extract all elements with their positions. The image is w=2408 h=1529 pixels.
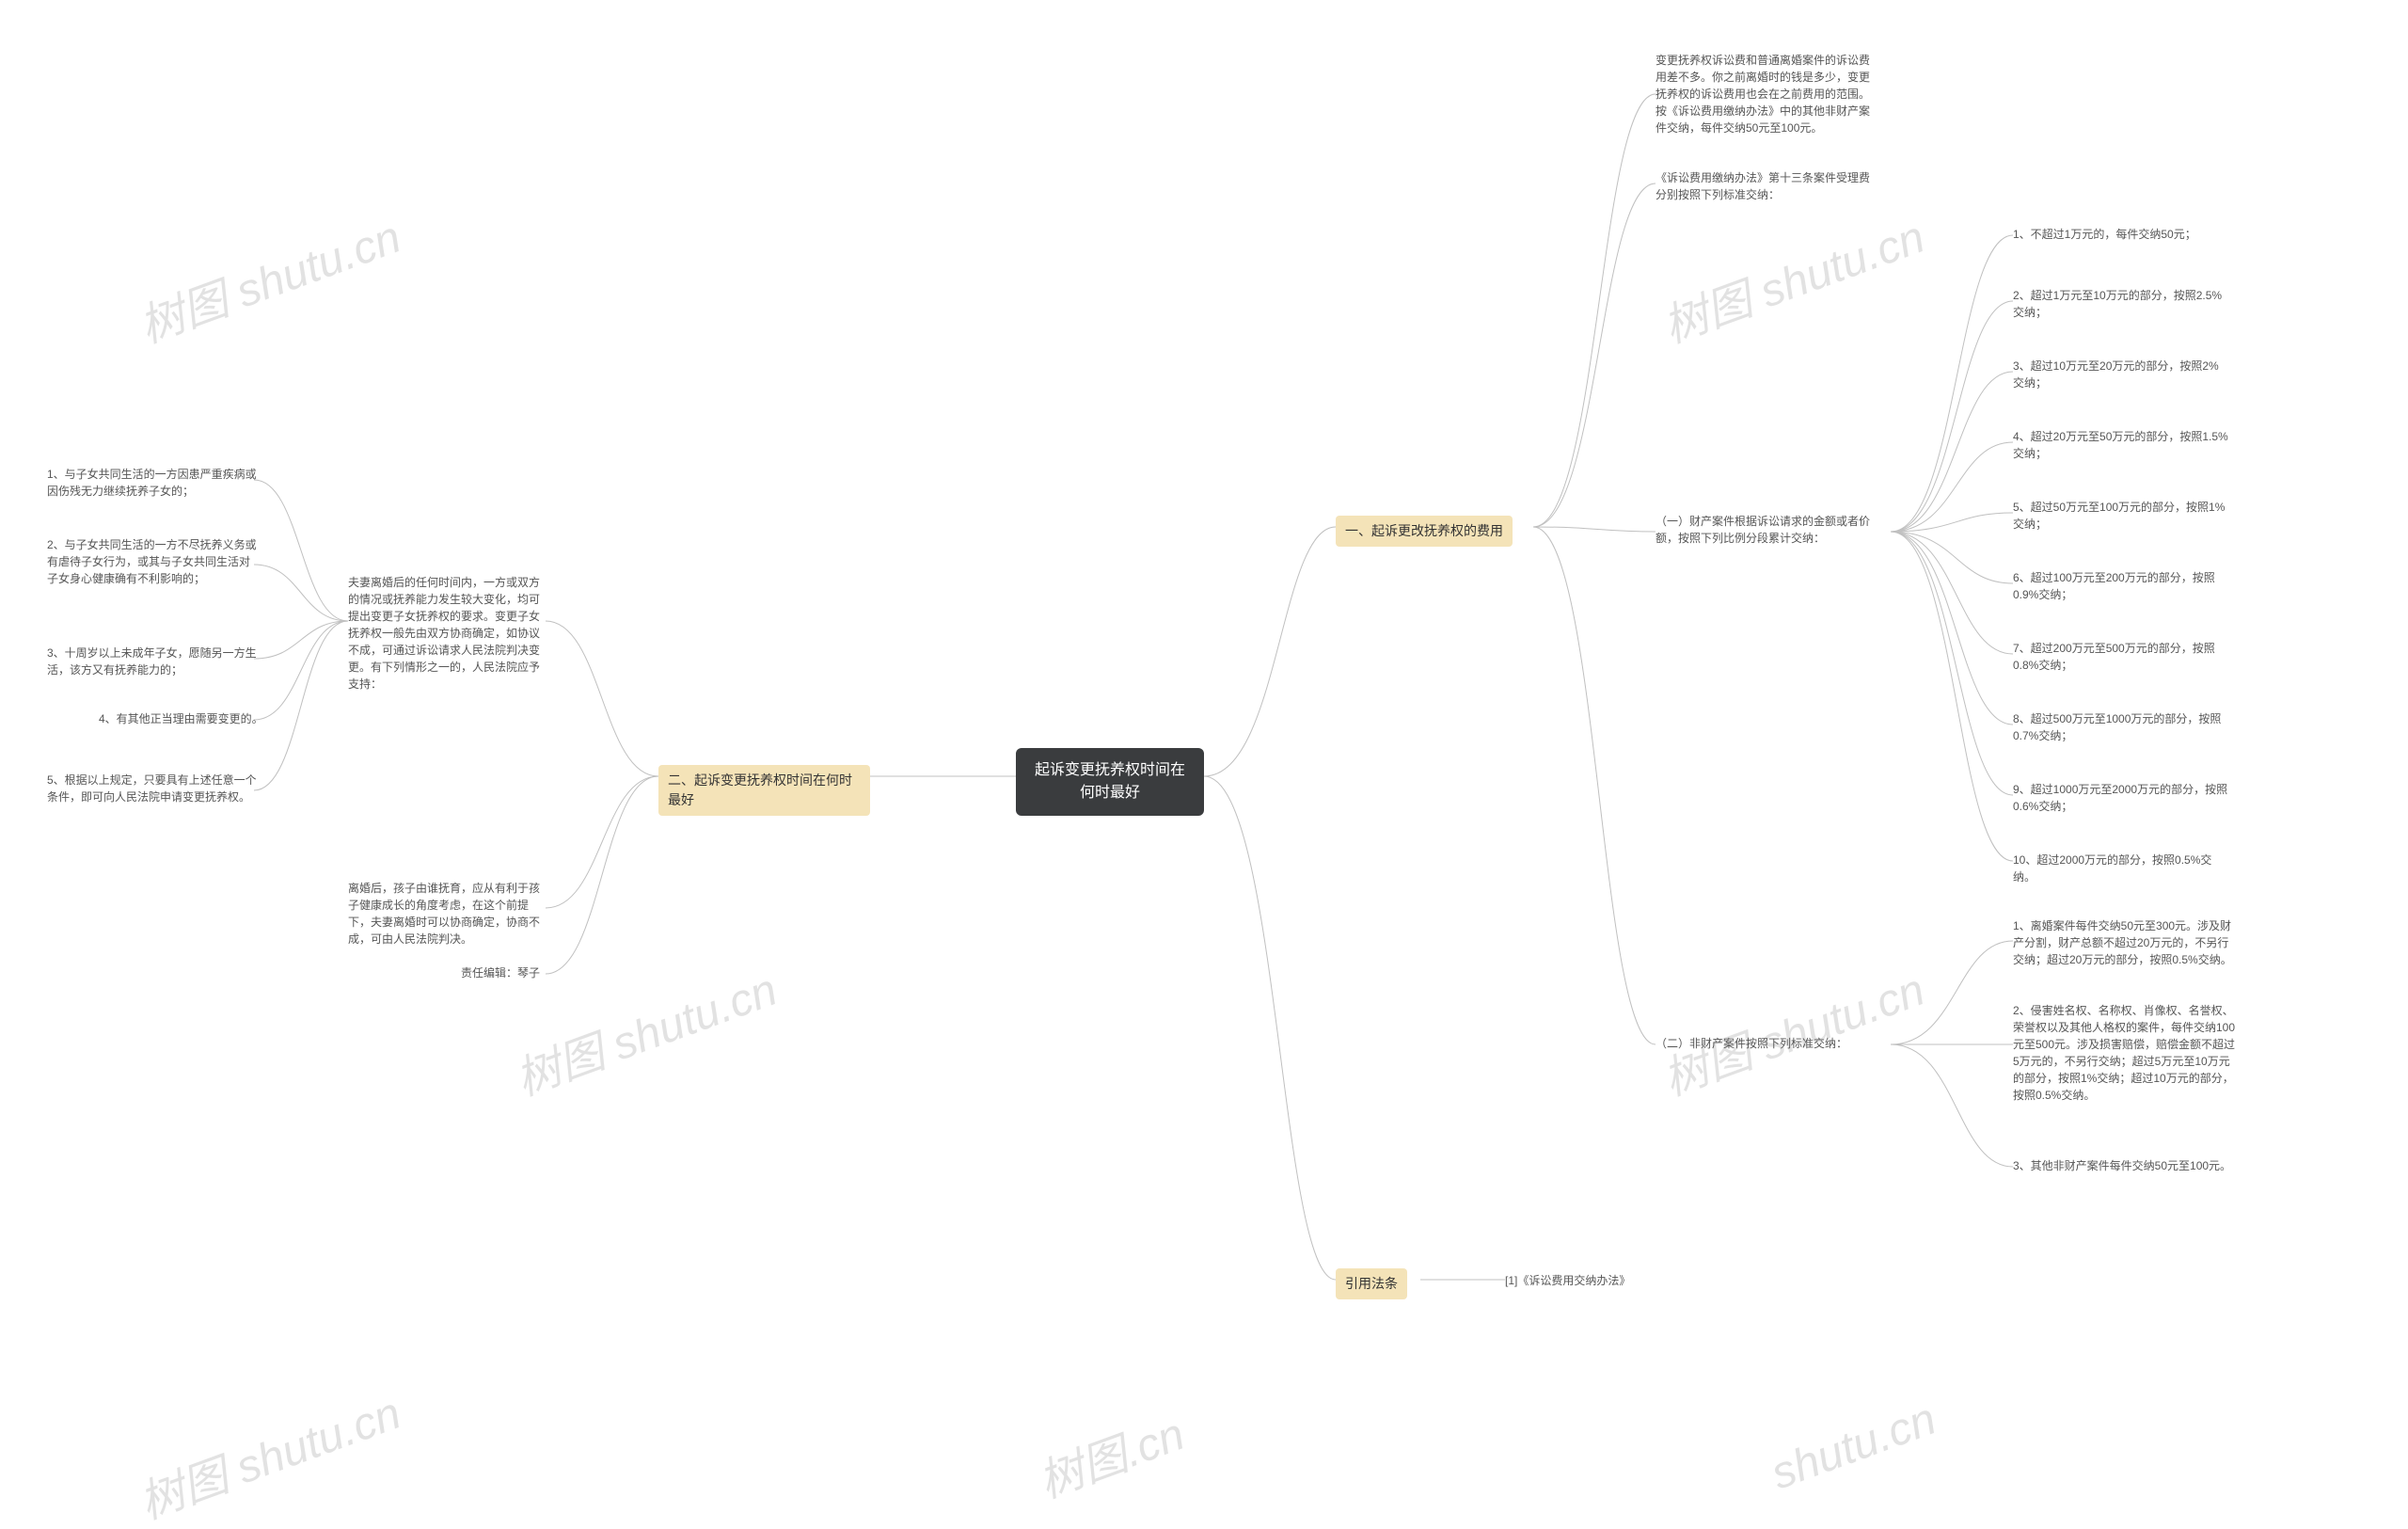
when-item: 3、十周岁以上未成年子女，愿随另一方生活，该方又有抚养能力的； — [47, 645, 259, 678]
watermark: 树图 shutu.cn — [1653, 952, 1932, 1107]
fee-item: 3、超过10万元至20万元的部分，按照2%交纳； — [2013, 358, 2229, 391]
watermark: 树图 shutu.cn — [505, 952, 784, 1107]
watermark: shutu.cn — [1765, 1394, 1942, 1501]
when-item: 1、与子女共同生活的一方因患严重疾病或因伤残无力继续抚养子女的； — [47, 466, 259, 500]
branch-when-best[interactable]: 二、起诉变更抚养权时间在何时最好 — [658, 765, 870, 816]
fee-note1: 变更抚养权诉讼费和普通离婚案件的诉讼费用差不多。你之前离婚时的钱是多少，变更抚养… — [1656, 52, 1877, 136]
law-reference-item: [1]《诉讼费用交纳办法》 — [1505, 1272, 1630, 1289]
fee-item: 1、不超过1万元的，每件交纳50元； — [2013, 226, 2196, 243]
when-item: 5、根据以上规定，只要具有上述任意一个条件，即可向人民法院申请变更抚养权。 — [47, 772, 259, 805]
when-item: 2、与子女共同生活的一方不尽抚养义务或有虐待子女行为，或其与子女共同生活对子女身… — [47, 536, 259, 587]
fee-item: 2、超过1万元至10万元的部分，按照2.5%交纳； — [2013, 287, 2229, 321]
editor: 责任编辑：琴子 — [461, 964, 540, 981]
watermark: 树图 shutu.cn — [1653, 199, 1932, 355]
nonproperty-item: 3、其他非财产案件每件交纳50元至100元。 — [2013, 1157, 2231, 1174]
fee-item: 6、超过100万元至200万元的部分，按照0.9%交纳； — [2013, 569, 2229, 603]
fee-sub1: （一）财产案件根据诉讼请求的金额或者价额，按照下列比例分段累计交纳： — [1656, 513, 1891, 547]
fee-item: 8、超过500万元至1000万元的部分，按照0.7%交纳； — [2013, 710, 2229, 744]
watermark: 树图 shutu.cn — [129, 1376, 408, 1529]
watermark: 树图 shutu.cn — [129, 199, 408, 355]
nonproperty-item: 2、侵害姓名权、名称权、肖像权、名誉权、荣誉权以及其他人格权的案件，每件交纳10… — [2013, 1002, 2239, 1104]
fee-note2: 《诉讼费用缴纳办法》第十三条案件受理费分别按照下列标准交纳： — [1656, 169, 1877, 203]
branch-fee[interactable]: 一、起诉更改抚养权的费用 — [1336, 516, 1513, 547]
when-note2: 离婚后，孩子由谁抚育，应从有利于孩子健康成长的角度考虑，在这个前提下，夫妻离婚时… — [348, 880, 550, 948]
fee-item: 10、超过2000万元的部分，按照0.5%交纳。 — [2013, 852, 2229, 885]
fee-item: 9、超过1000万元至2000万元的部分，按照0.6%交纳； — [2013, 781, 2229, 815]
when-item: 4、有其他正当理由需要变更的。 — [99, 710, 263, 727]
fee-sub2: （二）非财产案件按照下列标准交纳： — [1656, 1035, 1847, 1052]
fee-item: 5、超过50万元至100万元的部分，按照1%交纳； — [2013, 499, 2229, 533]
when-note1: 夫妻离婚后的任何时间内，一方或双方的情况或抚养能力发生较大变化，均可提出变更子女… — [348, 574, 550, 693]
fee-item: 7、超过200万元至500万元的部分，按照0.8%交纳； — [2013, 640, 2229, 674]
branch-law-reference[interactable]: 引用法条 — [1336, 1268, 1407, 1299]
fee-item: 4、超过20万元至50万元的部分，按照1.5%交纳； — [2013, 428, 2229, 462]
watermark: 树图.cn — [1028, 1397, 1192, 1511]
nonproperty-item: 1、离婚案件每件交纳50元至300元。涉及财产分割，财产总额不超过20万元的，不… — [2013, 917, 2239, 968]
root-node[interactable]: 起诉变更抚养权时间在何时最好 — [1016, 748, 1204, 816]
